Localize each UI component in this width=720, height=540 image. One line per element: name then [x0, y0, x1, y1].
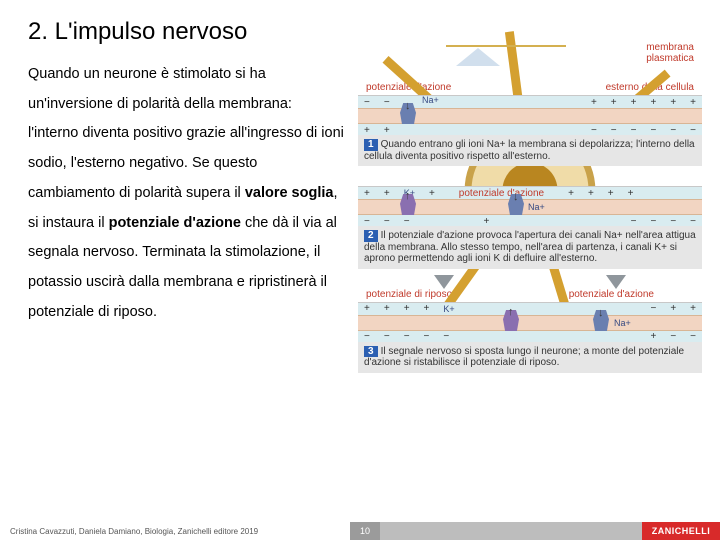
caption-1-text: Quando entrano gli ioni Na+ la membrana … — [364, 139, 695, 162]
caption-2: 2Il potenziale d'azione provoca l'apertu… — [358, 226, 702, 269]
d2-ion-na: Na+ — [528, 202, 545, 212]
caption-1-num: 1 — [364, 139, 378, 151]
d3-ion-k: K+ — [443, 304, 454, 314]
caption-2-text: Il potenziale d'azione provoca l'apertur… — [364, 230, 696, 264]
slide-title: 2. L'impulso nervoso — [28, 18, 346, 46]
caption-3: 3Il segnale nervoso si sposta lungo il n… — [358, 342, 702, 373]
caption-3-num: 3 — [364, 346, 378, 358]
page-number: 10 — [350, 522, 380, 540]
d1-ion: Na+ — [422, 95, 439, 105]
footer-credit: Cristina Cavazzuti, Daniela Damiano, Bio… — [0, 527, 350, 536]
footer: Cristina Cavazzuti, Daniela Damiano, Bio… — [0, 522, 720, 540]
neuron-illustration: membrana plasmatica — [358, 18, 702, 78]
brand-logo: ZANICHELLI — [642, 522, 720, 540]
caption-2-num: 2 — [364, 230, 378, 242]
diagram-3: potenziale di riposo potenziale d'azione… — [358, 289, 702, 373]
membrane-label: membrana plasmatica — [646, 42, 694, 64]
caption-3-text: Il segnale nervoso si sposta lungo il ne… — [364, 346, 684, 369]
diagram-column: membrana plasmatica potenziale d'azione … — [358, 18, 720, 522]
diagram-1: potenziale d'azione esterno della cellul… — [358, 82, 702, 166]
diagram-2: ++ K+ + potenziale d'azione ++++ ↑ Na+ ↓… — [358, 186, 702, 269]
d2-center-label: potenziale d'azione — [459, 188, 544, 199]
caption-1: 1Quando entrano gli ioni Na+ la membrana… — [358, 135, 702, 166]
d3-ion-na: Na+ — [614, 318, 631, 328]
body-text: Quando un neurone è stimolato si ha un'i… — [28, 60, 346, 327]
